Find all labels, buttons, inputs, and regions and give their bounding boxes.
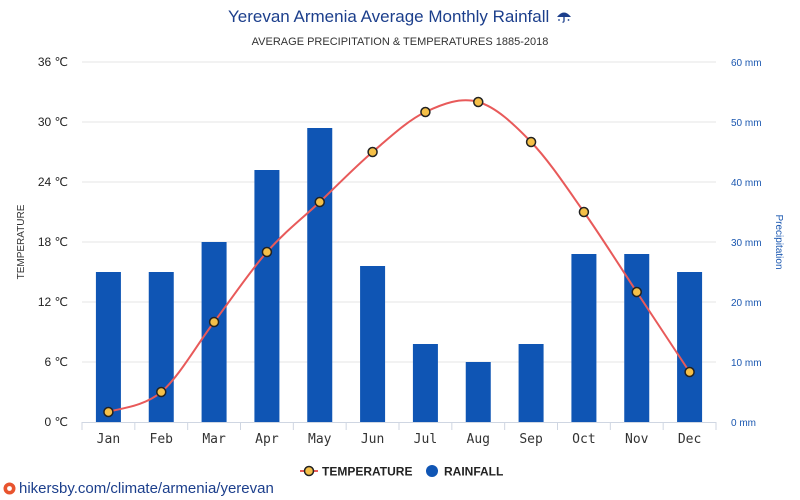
rainfall-bar xyxy=(465,362,491,422)
x-tick-label: Dec xyxy=(678,432,701,447)
rainfall-bar xyxy=(307,128,333,422)
y-right-tick-label: 10 mm xyxy=(731,358,762,369)
chart-subtitle: AVERAGE PRECIPITATION & TEMPERATURES 188… xyxy=(251,36,549,48)
rainfall-bar xyxy=(254,170,280,422)
y-right-tick-label: 60 mm xyxy=(731,58,762,69)
legend-rainfall-label: RAINFALL xyxy=(444,465,503,479)
y-left-axis-title: TEMPERATURE xyxy=(16,204,27,279)
x-tick-label: Oct xyxy=(572,432,595,447)
chart-title: Yerevan Armenia Average Monthly Rainfall xyxy=(0,7,800,27)
temperature-point xyxy=(208,316,220,328)
rainfall-bar xyxy=(412,344,438,422)
axis-labels: 0 ℃ 0 mm 6 ℃ 10 mm 12 ℃ 20 mm 18 ℃ 30 mm 24 ℃ 40 … xyxy=(16,55,784,447)
temperature-point xyxy=(525,136,537,148)
rainfall-bar xyxy=(360,266,386,422)
y-left-tick-label: 6 ℃ xyxy=(45,355,68,369)
rainfall-bar xyxy=(148,272,174,422)
y-left-tick-label: 0 ℃ xyxy=(45,415,68,429)
y-right-axis-title: Precipitation xyxy=(773,214,784,269)
x-tick-label: Mar xyxy=(202,432,226,447)
chart-title-text: Yerevan Armenia Average Monthly Rainfall xyxy=(227,7,550,26)
x-tick-label: Jun xyxy=(361,432,384,447)
y-left-tick-label: 18 ℃ xyxy=(38,235,68,249)
x-tick-label: Sep xyxy=(519,432,543,447)
rainfall-bar xyxy=(571,254,597,422)
temperature-point xyxy=(473,96,484,108)
y-right-tick-label: 50 mm xyxy=(731,118,762,129)
x-tick-label: Nov xyxy=(625,432,649,447)
grid-lines xyxy=(82,61,716,363)
y-right-tick-label: 0 mm xyxy=(731,418,756,429)
source-link[interactable]: hikersby.com/climate/armenia/yerevan xyxy=(3,480,274,497)
temperature-point xyxy=(578,206,590,218)
map-pin-icon xyxy=(3,482,16,495)
temperature-line xyxy=(103,96,695,418)
y-right-tick-label: 20 mm xyxy=(731,298,762,309)
temperature-point xyxy=(261,246,273,258)
x-tick-label: Feb xyxy=(150,432,174,447)
temperature-point xyxy=(420,106,431,118)
y-right-tick-label: 40 mm xyxy=(731,178,762,189)
legend-temperature-label: TEMPERATURE xyxy=(322,465,412,479)
legend-rainfall-marker xyxy=(426,465,438,477)
rainfall-bar xyxy=(624,254,650,422)
temperature-point xyxy=(314,196,325,208)
y-left-tick-label: 30 ℃ xyxy=(38,115,68,129)
y-left-tick-label: 24 ℃ xyxy=(38,175,68,189)
rainfall-bar xyxy=(518,344,544,422)
rainfall-bar xyxy=(677,272,703,422)
x-tick-label: Aug xyxy=(467,432,490,447)
rainfall-bar xyxy=(201,242,227,422)
x-tick-label: May xyxy=(308,432,332,447)
axes xyxy=(81,422,717,430)
x-tick-label: Jan xyxy=(97,432,120,447)
temperature-point xyxy=(684,366,695,378)
temperature-point xyxy=(631,286,642,298)
y-left-tick-label: 12 ℃ xyxy=(38,295,68,309)
x-tick-label: Apr xyxy=(255,432,279,447)
rainfall-bar xyxy=(95,272,121,422)
x-tick-label: Jul xyxy=(414,432,437,447)
rainfall-bars xyxy=(95,128,703,422)
temperature-point xyxy=(156,386,167,398)
legend: TEMPERATURE RAINFALL xyxy=(300,465,503,479)
temperature-point xyxy=(367,146,378,158)
umbrella-rain-icon xyxy=(557,12,572,23)
temperature-curve xyxy=(108,99,691,413)
y-right-tick-label: 30 mm xyxy=(731,238,762,249)
source-url: hikersby.com/climate/armenia/yerevan xyxy=(19,480,274,497)
y-left-tick-label: 36 ℃ xyxy=(38,55,68,69)
legend-temperature-marker xyxy=(303,465,315,477)
temperature-point xyxy=(103,406,114,418)
